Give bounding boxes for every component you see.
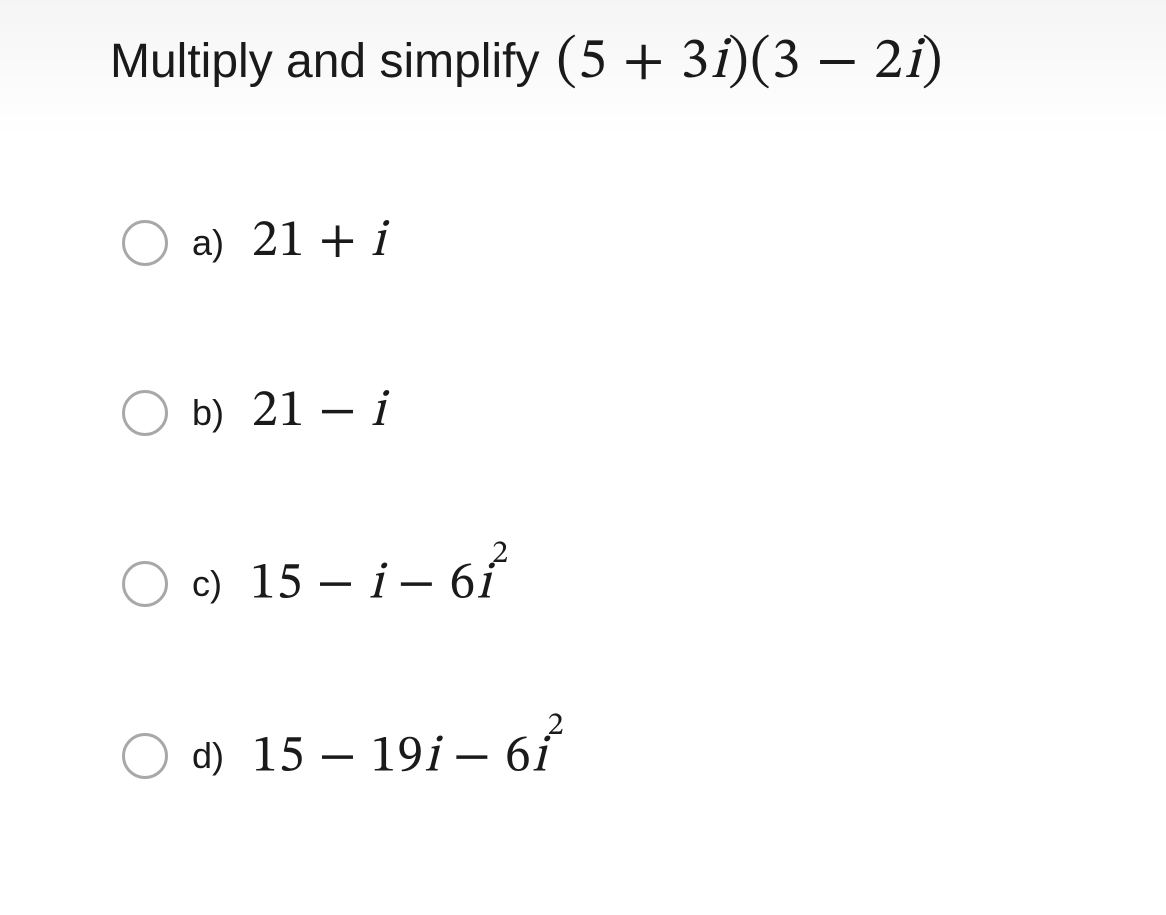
option-math: 15 − i − 6i2 xyxy=(250,550,509,617)
option-d[interactable]: d) 15 − 19i − 6i2 xyxy=(122,723,1056,790)
radio-a[interactable] xyxy=(122,220,168,266)
option-math: 21 + i xyxy=(252,210,386,275)
radio-b[interactable] xyxy=(122,390,168,436)
option-b[interactable]: b) 21 − i xyxy=(122,380,1056,445)
answer-options: a) 21 + i b) 21 − i c) 15 − i − 6i2 d) 1… xyxy=(110,210,1056,790)
radio-c[interactable] xyxy=(122,561,168,607)
option-c[interactable]: c) 15 − i − 6i2 xyxy=(122,550,1056,617)
option-letter: c) xyxy=(192,563,222,605)
option-math: 15 − 19i − 6i2 xyxy=(252,723,565,790)
prompt-expression: (5 + 3i)(3 − 2i) xyxy=(556,25,943,100)
option-a[interactable]: a) 21 + i xyxy=(122,210,1056,275)
option-math: 21 − i xyxy=(252,380,386,445)
prompt-text: Multiply and simplify xyxy=(110,31,539,93)
option-letter: d) xyxy=(192,735,224,777)
question-prompt: Multiply and simplify (5 + 3i)(3 − 2i) xyxy=(110,25,1056,100)
radio-d[interactable] xyxy=(122,733,168,779)
option-letter: b) xyxy=(192,392,224,434)
option-letter: a) xyxy=(192,222,224,264)
